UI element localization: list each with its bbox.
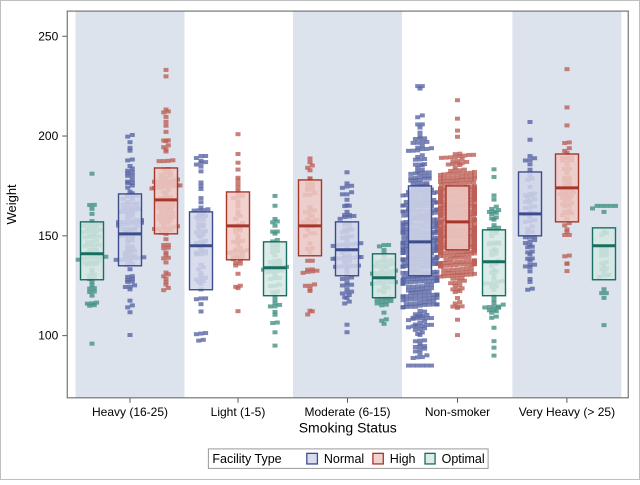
svg-text:150: 150: [38, 229, 58, 243]
svg-text:Non-smoker: Non-smoker: [425, 405, 490, 419]
svg-text:Weight: Weight: [4, 184, 19, 225]
svg-text:Light (1-5): Light (1-5): [211, 405, 266, 419]
svg-text:Normal: Normal: [324, 452, 364, 466]
svg-text:Optimal: Optimal: [442, 452, 485, 466]
svg-text:100: 100: [38, 329, 58, 343]
svg-text:Heavy (16-25): Heavy (16-25): [92, 405, 168, 419]
svg-text:High: High: [390, 452, 416, 466]
svg-text:250: 250: [38, 29, 58, 43]
svg-text:Smoking Status: Smoking Status: [299, 419, 397, 435]
svg-text:Facility Type: Facility Type: [212, 452, 281, 466]
svg-text:200: 200: [38, 129, 58, 143]
svg-text:Moderate (6-15): Moderate (6-15): [304, 405, 390, 419]
svg-text:Very Heavy (> 25): Very Heavy (> 25): [519, 405, 615, 419]
